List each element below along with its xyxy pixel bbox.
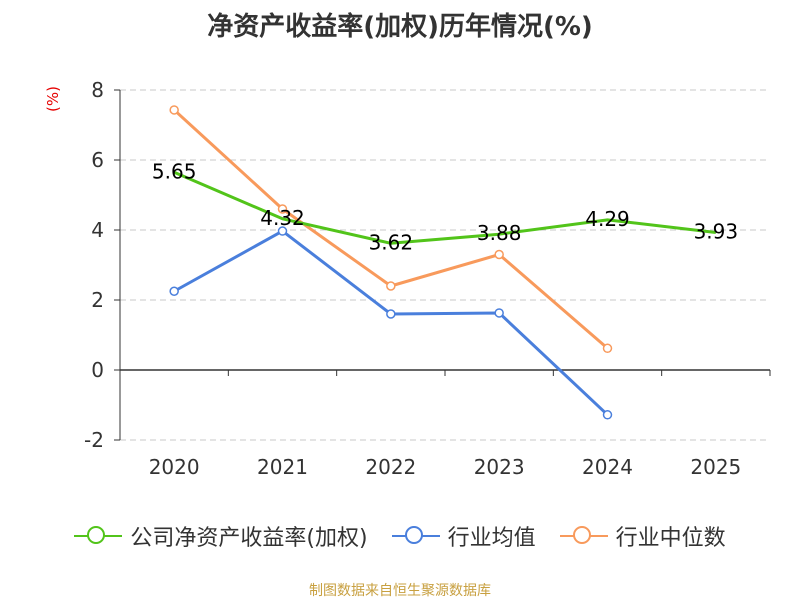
data-label-2023: 3.88 (477, 221, 522, 245)
x-tick-label-2020: 2020 (149, 455, 200, 479)
legend-label-industry-median: 行业中位数 (615, 526, 726, 551)
legend-item-industry-median[interactable]: 行业中位数 (559, 520, 726, 552)
legend-item-company[interactable]: 公司净资产收益率(加权) (74, 520, 368, 552)
data-source-note: 制图数据来自恒生聚源数据库 (309, 583, 491, 599)
x-tick-label-2023: 2023 (474, 455, 525, 479)
x-tick-label-2025: 2025 (690, 455, 741, 479)
y-tick-label-6: 6 (91, 148, 104, 172)
series-2-point-2020 (169, 105, 179, 115)
data-label-2021: 4.32 (260, 206, 305, 230)
legend-label-industry-mean: 行业均值 (447, 526, 536, 551)
x-tick-label-2022: 2022 (365, 455, 416, 479)
series-1-point-2022 (386, 309, 396, 319)
data-label-2025: 3.93 (694, 219, 739, 243)
series-1-point-2020 (169, 286, 179, 296)
series-2-point-2024 (602, 343, 613, 354)
y-tick-label-0: 0 (91, 358, 104, 382)
legend-swatch-industry-median (559, 524, 608, 548)
x-tick-label-2024: 2024 (582, 455, 633, 479)
data-label-2024: 4.29 (585, 207, 630, 231)
legend-swatch-industry-mean (391, 524, 440, 548)
chart-title: 净资产收益率(加权)历年情况(%) (207, 12, 593, 42)
series-1-point-2021 (277, 226, 288, 236)
legend: 公司净资产收益率(加权) 行业均值 行业中位数 (0, 520, 800, 552)
legend-swatch-company (74, 524, 123, 548)
series-2-point-2022 (386, 281, 396, 291)
x-tick-label-2021: 2021 (257, 455, 308, 479)
series-line-0 (173, 170, 717, 245)
series-2-point-2023 (494, 249, 504, 260)
y-tick-label-4: 4 (91, 218, 104, 242)
data-label-2022: 3.62 (369, 230, 414, 254)
y-tick-label-2: 2 (91, 288, 104, 312)
data-label-2020: 5.65 (152, 159, 197, 183)
y-tick-label-8: 8 (91, 78, 104, 102)
series-2-point-2021 (277, 204, 288, 214)
series-1-point-2024 (602, 410, 613, 420)
series-line-1 (173, 229, 609, 416)
y-tick-label--2: -2 (84, 428, 104, 452)
series-1-point-2023 (494, 308, 504, 318)
legend-label-company: 公司净资产收益率(加权) (130, 526, 368, 551)
legend-item-industry-mean[interactable]: 行业均值 (391, 520, 536, 552)
